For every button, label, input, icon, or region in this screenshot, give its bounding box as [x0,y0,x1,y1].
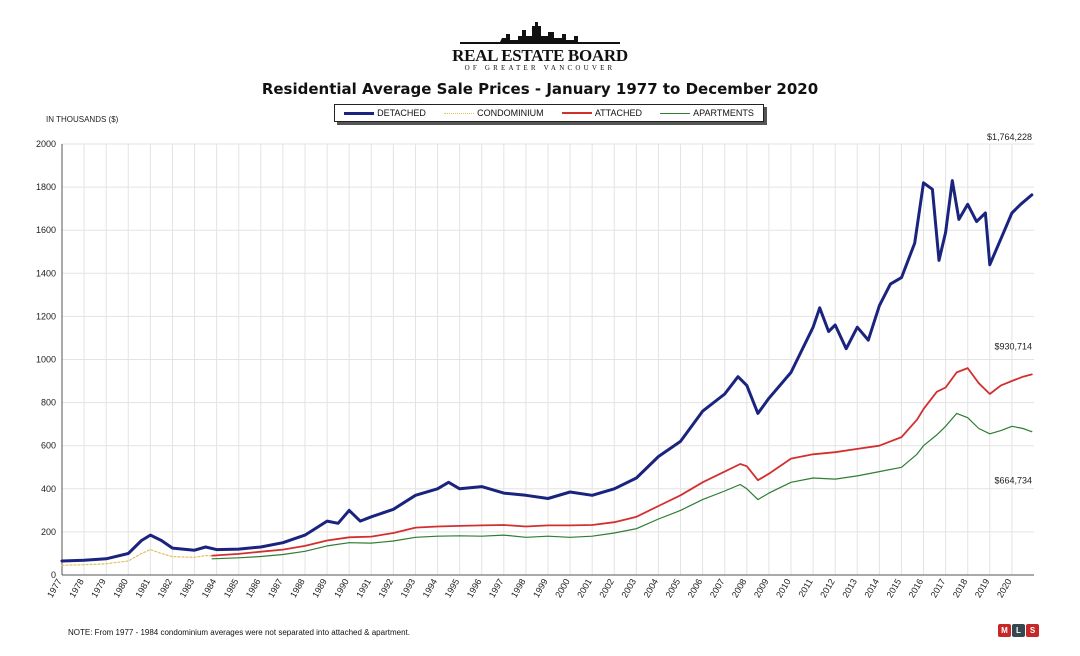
x-tick-label: 1995 [443,577,462,599]
x-tick-label: 2016 [907,577,926,599]
mls-logo: M L S [998,624,1039,637]
x-tick-label: 1978 [67,577,86,599]
x-tick-label: 1981 [133,577,152,599]
legend-label-attached: ATTACHED [594,108,642,118]
legend-item-attached: ATTACHED [561,108,642,118]
x-tick-label: 1994 [421,577,440,599]
series-line-condominium [61,549,218,566]
legend-swatch-condominium [444,112,475,114]
x-tick-label: 1992 [376,577,395,599]
x-tick-label: 2003 [619,577,638,599]
y-tick-label: 400 [41,484,56,494]
x-tick-label: 2011 [796,577,814,599]
x-tick-label: 1986 [244,577,263,599]
x-tick-label: 2001 [575,577,594,599]
logo-title: REAL ESTATE BOARD [452,46,628,65]
x-tick-label: 2017 [929,577,948,599]
y-tick-label: 600 [41,441,56,451]
end-value-label: $664,734 [994,476,1032,486]
y-tick-label: 200 [41,527,56,537]
y-tick-label: 0 [51,570,56,580]
chart-legend: DETACHED CONDOMINIUM ATTACHED APARTMENTS [334,104,764,122]
x-tick-label: 1996 [465,577,484,599]
y-tick-label: 1400 [36,268,56,278]
x-tick-label: 2010 [774,577,793,599]
legend-label-apartments: APARTMENTS [693,108,754,118]
legend-item-apartments: APARTMENTS [660,108,754,118]
x-tick-label: 1998 [509,577,528,599]
legend-swatch-attached [561,112,592,114]
x-tick-label: 1997 [487,577,506,599]
x-tick-label: 2008 [730,577,749,599]
x-tick-label: 2000 [553,577,572,599]
series-line-detached [60,179,1034,563]
x-tick-label: 2013 [840,577,859,599]
x-tick-label: 1984 [200,577,219,599]
legend-item-condominium: CONDOMINIUM [444,108,544,118]
x-tick-label: 2004 [642,577,661,599]
mls-logo-m: M [998,624,1011,637]
x-tick-label: 2006 [686,577,705,599]
mls-logo-l: L [1012,624,1025,637]
y-tick-label: 1200 [36,311,56,321]
y-tick-label: 1000 [36,355,56,365]
y-axis-label: IN THOUSANDS ($) [46,115,119,124]
x-tick-label: 2012 [818,577,837,599]
legend-label-condominium: CONDOMINIUM [477,108,544,118]
x-tick-label: 2019 [973,577,992,599]
x-tick-label: 1988 [288,577,307,599]
x-tick-label: 1999 [531,577,550,599]
x-tick-label: 1993 [399,577,418,599]
legend-swatch-detached [344,111,375,115]
x-tick-label: 1980 [111,577,130,599]
series-line-apartments [211,412,1033,560]
y-tick-label: 800 [41,398,56,408]
legend-label-detached: DETACHED [377,108,426,118]
legend-swatch-apartments [660,112,691,114]
y-tick-label: 1600 [36,225,56,235]
end-value-label: $1,764,228 [987,132,1032,142]
x-tick-label: 1977 [45,577,64,599]
y-tick-label: 2000 [36,139,56,149]
legend-item-detached: DETACHED [344,108,426,118]
x-tick-label: 2020 [995,577,1014,599]
x-tick-label: 2002 [597,577,616,599]
x-tick-label: 1982 [156,577,175,599]
x-tick-label: 1987 [266,577,285,599]
x-tick-label: 1983 [178,577,197,599]
end-value-label: $930,714 [994,341,1032,351]
board-logo-skyline [460,22,620,44]
x-tick-label: 2014 [862,577,881,599]
x-tick-label: 1979 [89,577,108,599]
x-tick-label: 1989 [310,577,329,599]
x-tick-label: 1990 [332,577,351,599]
x-tick-label: 2018 [951,577,970,599]
x-tick-label: 2005 [664,577,683,599]
x-tick-label: 2009 [752,577,771,599]
x-tick-label: 1991 [354,577,373,599]
x-tick-label: 1985 [222,577,241,599]
series-line-attached [211,367,1033,557]
footnote: NOTE: From 1977 - 1984 condominium avera… [68,628,410,637]
x-tick-label: 2015 [885,577,904,599]
logo-subtitle: OF GREATER VANCOUVER [464,64,616,72]
y-tick-label: 1800 [36,182,56,192]
x-tick-label: 2007 [708,577,727,599]
chart-title: Residential Average Sale Prices - Januar… [261,80,819,98]
mls-logo-s: S [1026,624,1039,637]
